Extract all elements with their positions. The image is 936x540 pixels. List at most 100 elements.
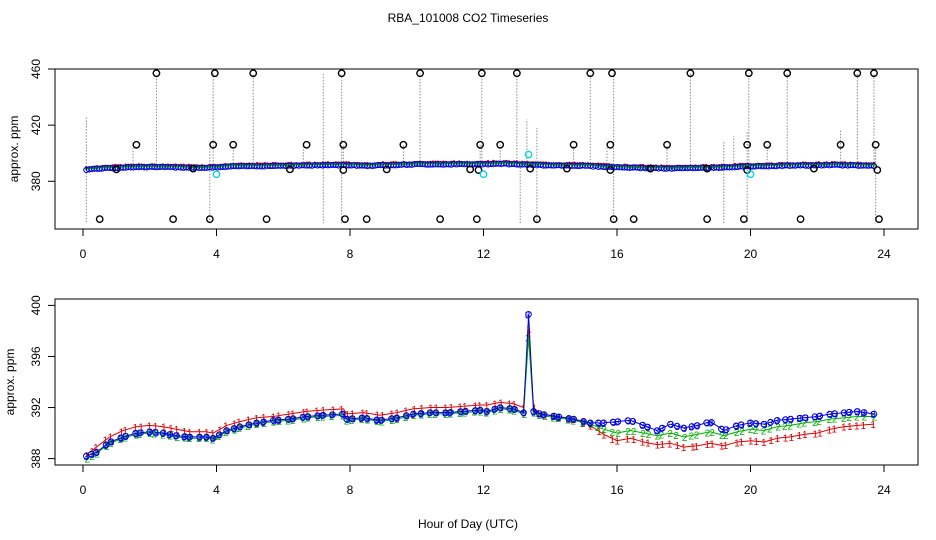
top-cyan-marker [479, 170, 488, 179]
top-panel: approx. ppm 0 4 8 12 16 20 24 380 420 460 [7, 59, 919, 261]
bottom-series-3-marker: 3 [640, 421, 646, 432]
bottom-series-3-marker: 3 [600, 419, 606, 430]
top-x-tick-label: 0 [80, 247, 87, 261]
bottom-series-3-marker: 3 [418, 409, 424, 420]
bottom-series-1-marker: 1 [609, 435, 615, 446]
bottom-series-3-circle [93, 448, 100, 456]
bottom-series-3-marker: 3 [719, 425, 725, 436]
bottom-x-tick-label: 8 [347, 483, 354, 497]
bottom-series-1-marker: 1 [655, 441, 661, 452]
bottom-series-3-marker: 3 [427, 409, 433, 420]
bottom-series-2-marker: 2 [816, 417, 822, 428]
bottom-series-1-marker: 1 [640, 438, 646, 449]
bottom-series-1-marker: 1 [587, 421, 593, 432]
top-outlier-marker [512, 69, 521, 78]
bottom-series-1-marker: 1 [232, 419, 238, 430]
bottom-series-2-marker: 2 [846, 413, 852, 424]
bottom-series-3-marker: 3 [508, 404, 514, 415]
top-outlier-marker [875, 215, 883, 224]
bottom-series-3-circle [132, 430, 139, 437]
bottom-series-1-marker: 1 [802, 430, 808, 441]
bottom-series-3-circle [186, 433, 194, 441]
bottom-series-3-marker: 3 [137, 429, 143, 440]
bottom-series-1-marker: 1 [768, 436, 774, 447]
bottom-series-1-marker: 1 [330, 406, 336, 417]
top-outlier-marker [112, 165, 121, 174]
bottom-series-1-marker: 1 [411, 405, 417, 416]
bottom-series-3-circle [723, 426, 730, 433]
top-x-tick-label: 12 [477, 247, 491, 261]
bottom-series-1-marker: 1 [403, 406, 409, 417]
bottom-series-3-circle [587, 419, 594, 427]
bottom-series-3-circle [457, 408, 464, 415]
top-outlier-marker [189, 164, 198, 173]
bottom-series-3-circle [570, 415, 577, 423]
bottom-series-1-marker: 1 [631, 435, 637, 446]
bottom-series-3-circle [223, 427, 230, 434]
top-cyan-marker [212, 170, 221, 179]
bottom-series-3-circle [166, 431, 174, 438]
bottom-series-3-circle [846, 408, 853, 416]
bottom-series-3-marker: 3 [783, 416, 789, 427]
top-outlier-marker [563, 164, 571, 173]
bottom-series-3-marker: 3 [118, 434, 124, 445]
bottom-series-1-marker: 1 [375, 411, 381, 422]
bottom-series-3-marker: 3 [315, 412, 321, 423]
bottom-series-1-marker: 1 [723, 441, 729, 452]
top-outlier-marker [341, 215, 349, 224]
bottom-series-1-marker: 1 [223, 421, 229, 432]
bottom-series-3-marker: 3 [197, 433, 203, 444]
bottom-series-3-marker: 3 [94, 448, 100, 459]
bottom-series-1-marker: 1 [304, 407, 310, 418]
top-outlier-marker [608, 69, 616, 78]
bottom-series-3-marker: 3 [109, 438, 115, 449]
bottom-series-3-marker: 3 [566, 414, 572, 425]
bottom-series-2-marker: 2 [801, 419, 807, 430]
bottom-series-2-marker: 2 [89, 452, 95, 463]
bottom-series-3-marker: 3 [525, 310, 531, 321]
bottom-series-1-marker: 1 [138, 422, 144, 433]
bottom-series-3-circle [565, 414, 573, 422]
bottom-series-1-marker: 1 [870, 420, 876, 431]
bottom-series-3-circle [530, 408, 537, 415]
bottom-series-2-marker: 2 [667, 429, 673, 440]
bottom-series-2-marker: 2 [694, 430, 700, 441]
bottom-series-3-marker: 3 [305, 412, 311, 423]
bottom-x-tick-label: 4 [213, 483, 220, 497]
bottom-series-3-marker: 3 [89, 450, 95, 461]
bottom-series-3-marker: 3 [186, 433, 192, 444]
bottom-series-1-marker: 1 [433, 404, 439, 415]
bottom-series-2-line [86, 337, 874, 460]
bottom-series-3-marker: 3 [659, 424, 665, 435]
bottom-series-1-marker: 1 [477, 401, 483, 412]
bottom-series-3-marker: 3 [345, 415, 351, 426]
bottom-series-2-marker: 2 [827, 415, 833, 426]
bottom-panel: approx. ppm 1 111 1 11 1 1 1 1 1 1 1 1 1 1 1 1 1 1 11 1 1 1 1 1… [3, 295, 919, 497]
bottom-series-3-circle [816, 412, 824, 420]
bottom-series-1-marker: 1 [102, 436, 108, 447]
bottom-series-3-circle [122, 432, 130, 440]
bottom-series-1-marker: 1 [419, 404, 425, 415]
bottom-series-3-marker: 3 [153, 428, 159, 439]
bottom-series-3-circle [787, 415, 794, 423]
bottom-series-3-marker: 3 [555, 413, 561, 424]
bottom-series-3-marker: 3 [463, 407, 469, 418]
bottom-series-3-circle [718, 425, 725, 433]
bottom-series-3-circle [614, 418, 622, 425]
bottom-series-2-marker: 2 [659, 431, 665, 442]
bottom-series-3-circle [550, 412, 558, 420]
top-outlier-marker [436, 215, 445, 224]
bottom-series-3-marker: 3 [861, 408, 867, 419]
bottom-series-2-marker: 2 [782, 422, 788, 433]
bottom-series-3-marker: 3 [329, 411, 335, 422]
bottom-series-3-circle [107, 438, 115, 445]
bottom-series-1-marker: 1 [286, 410, 292, 421]
bottom-series-3-marker: 3 [276, 416, 282, 427]
bottom-series-2-marker: 2 [688, 431, 694, 442]
top-outlier-marker [744, 69, 753, 78]
bottom-series-2-marker: 2 [705, 429, 711, 440]
bottom-series-1-marker: 1 [472, 401, 478, 412]
bottom-series-3-marker: 3 [374, 416, 380, 427]
top-x-tick-label: 16 [610, 247, 624, 261]
